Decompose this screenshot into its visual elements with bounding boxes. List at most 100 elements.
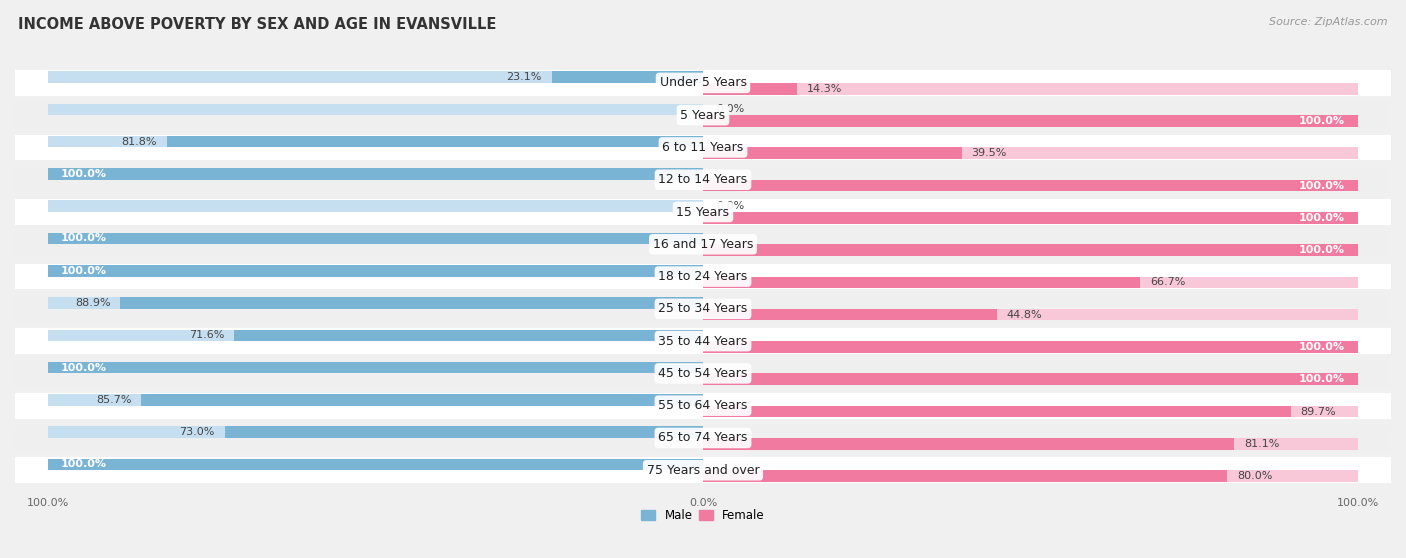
Bar xyxy=(48,297,703,309)
Legend: Male, Female: Male, Female xyxy=(637,504,769,527)
Text: 81.8%: 81.8% xyxy=(122,137,157,147)
Bar xyxy=(48,362,703,373)
Bar xyxy=(703,212,1358,224)
Bar xyxy=(15,232,1391,257)
Bar xyxy=(225,426,703,438)
Bar xyxy=(703,341,1358,353)
Bar xyxy=(48,265,703,277)
Text: 23.1%: 23.1% xyxy=(506,72,541,82)
Bar xyxy=(703,470,1358,482)
Bar xyxy=(15,458,1391,483)
Bar xyxy=(703,147,1358,159)
Text: 25 to 34 Years: 25 to 34 Years xyxy=(658,302,748,315)
Bar xyxy=(48,426,703,438)
Bar xyxy=(48,168,703,180)
Bar xyxy=(48,459,703,470)
Text: 80.0%: 80.0% xyxy=(1237,471,1272,481)
Text: 73.0%: 73.0% xyxy=(180,427,215,437)
Text: 100.0%: 100.0% xyxy=(60,459,107,469)
Text: Source: ZipAtlas.com: Source: ZipAtlas.com xyxy=(1270,17,1388,27)
Bar xyxy=(48,394,703,406)
Text: 81.1%: 81.1% xyxy=(1244,439,1279,449)
Bar xyxy=(703,406,1358,417)
Bar xyxy=(48,200,703,212)
Text: 100.0%: 100.0% xyxy=(1299,342,1346,352)
Bar xyxy=(48,104,703,115)
Bar xyxy=(703,277,1140,288)
Text: 100.0%: 100.0% xyxy=(60,233,107,243)
Bar xyxy=(703,373,1358,385)
Bar xyxy=(142,394,703,406)
Bar xyxy=(15,425,1391,451)
Bar xyxy=(48,233,703,244)
Bar xyxy=(703,406,1291,417)
Bar xyxy=(703,341,1358,353)
Text: 100.0%: 100.0% xyxy=(60,169,107,179)
Bar xyxy=(48,136,703,147)
Bar xyxy=(703,438,1234,450)
Bar xyxy=(703,115,1358,127)
Bar xyxy=(703,212,1358,224)
Text: 100.0%: 100.0% xyxy=(60,363,107,373)
Bar xyxy=(15,70,1391,96)
Bar xyxy=(48,330,703,341)
Bar xyxy=(703,438,1358,450)
Text: 65 to 74 Years: 65 to 74 Years xyxy=(658,431,748,445)
Bar xyxy=(703,277,1358,288)
Bar xyxy=(15,360,1391,386)
Bar xyxy=(703,180,1358,191)
Text: 100.0%: 100.0% xyxy=(1299,374,1346,384)
Bar xyxy=(15,263,1391,290)
Bar xyxy=(15,296,1391,322)
Bar xyxy=(15,199,1391,225)
Bar xyxy=(551,71,703,83)
Text: 85.7%: 85.7% xyxy=(96,395,132,405)
Text: 0.0%: 0.0% xyxy=(716,201,744,211)
Bar xyxy=(48,459,703,470)
Text: 15 Years: 15 Years xyxy=(676,205,730,219)
Bar xyxy=(48,168,703,180)
Bar xyxy=(703,470,1227,482)
Text: 14.3%: 14.3% xyxy=(807,84,842,94)
Text: 88.9%: 88.9% xyxy=(75,298,111,308)
Bar xyxy=(48,71,703,83)
Text: 100.0%: 100.0% xyxy=(1299,116,1346,126)
Bar xyxy=(15,328,1391,354)
Bar xyxy=(703,309,1358,320)
Text: 12 to 14 Years: 12 to 14 Years xyxy=(658,173,748,186)
Text: 18 to 24 Years: 18 to 24 Years xyxy=(658,270,748,283)
Bar xyxy=(703,115,1358,127)
Text: 100.0%: 100.0% xyxy=(1299,245,1346,255)
Text: 16 and 17 Years: 16 and 17 Years xyxy=(652,238,754,251)
Text: 100.0%: 100.0% xyxy=(1299,213,1346,223)
Text: 100.0%: 100.0% xyxy=(60,266,107,276)
Text: 89.7%: 89.7% xyxy=(1301,406,1336,416)
Text: 45 to 54 Years: 45 to 54 Years xyxy=(658,367,748,380)
Bar xyxy=(48,265,703,277)
Bar xyxy=(703,147,962,159)
Bar xyxy=(15,393,1391,418)
Bar xyxy=(167,136,703,147)
Text: 44.8%: 44.8% xyxy=(1007,310,1042,320)
Text: INCOME ABOVE POVERTY BY SEX AND AGE IN EVANSVILLE: INCOME ABOVE POVERTY BY SEX AND AGE IN E… xyxy=(18,17,496,32)
Bar xyxy=(15,134,1391,160)
Text: 39.5%: 39.5% xyxy=(972,148,1007,158)
Bar xyxy=(48,362,703,373)
Bar xyxy=(121,297,703,309)
Text: 35 to 44 Years: 35 to 44 Years xyxy=(658,335,748,348)
Text: 66.7%: 66.7% xyxy=(1150,277,1185,287)
Text: 5 Years: 5 Years xyxy=(681,109,725,122)
Text: 55 to 64 Years: 55 to 64 Years xyxy=(658,399,748,412)
Text: 6 to 11 Years: 6 to 11 Years xyxy=(662,141,744,154)
Bar xyxy=(703,180,1358,191)
Text: 71.6%: 71.6% xyxy=(188,330,224,340)
Bar xyxy=(703,373,1358,385)
Text: Under 5 Years: Under 5 Years xyxy=(659,76,747,89)
Bar xyxy=(15,102,1391,128)
Text: 0.0%: 0.0% xyxy=(716,104,744,114)
Text: 100.0%: 100.0% xyxy=(1299,181,1346,190)
Text: 75 Years and over: 75 Years and over xyxy=(647,464,759,477)
Bar xyxy=(703,309,997,320)
Bar xyxy=(48,233,703,244)
Bar xyxy=(233,330,703,341)
